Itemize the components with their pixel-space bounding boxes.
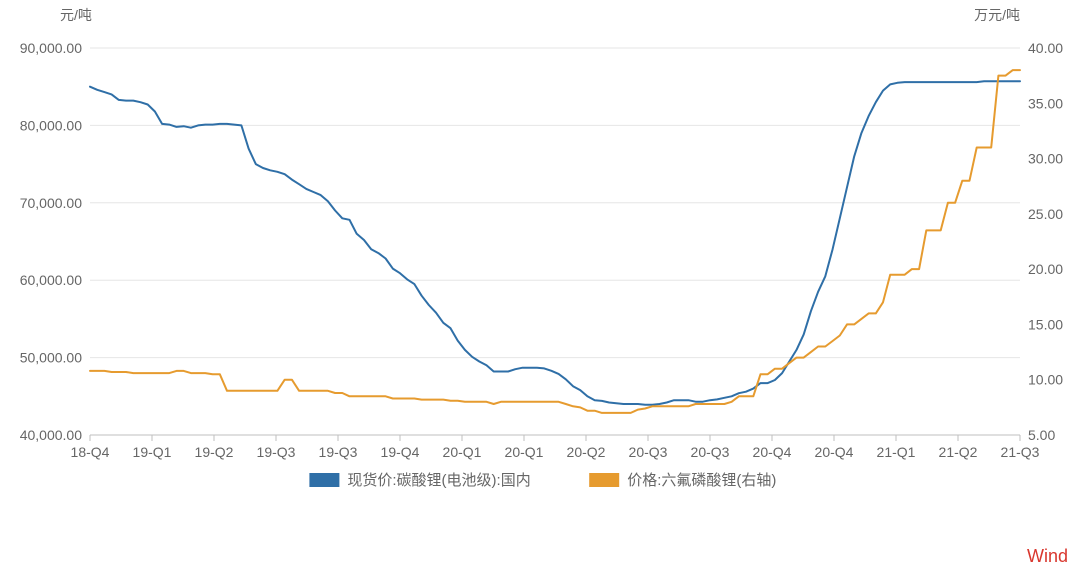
legend-label: 现货价:碳酸锂(电池级):国内 <box>347 472 530 489</box>
y-right-tick-label: 15.00 <box>1028 316 1063 332</box>
x-tick-label: 19-Q3 <box>319 444 358 460</box>
x-tick-label: 19-Q1 <box>133 444 172 460</box>
lithium-price-chart: 元/吨 万元/吨 40,000.00 50,000.00 60,000.00 70,0… <box>0 0 1080 572</box>
y-right-tick-label: 40.00 <box>1028 40 1063 56</box>
y-right-tick-label: 10.00 <box>1028 372 1063 388</box>
y-right-tick-label: 25.00 <box>1028 206 1063 222</box>
y-right-tick-label: 5.00 <box>1028 427 1055 443</box>
x-tick-label: 20-Q3 <box>691 444 730 460</box>
y-right-tick-label: 35.00 <box>1028 95 1063 111</box>
source-label: Wind <box>1027 546 1068 566</box>
y-left-title: 元/吨 <box>60 7 92 23</box>
series-group <box>90 70 1020 413</box>
x-tick-label: 21-Q2 <box>939 444 978 460</box>
x-tick-label: 20-Q2 <box>567 444 606 460</box>
x-tick-label: 20-Q1 <box>443 444 482 460</box>
legend: 现货价:碳酸锂(电池级):国内 价格:六氟磷酸锂(右轴) <box>309 472 776 489</box>
y-left-tick-label: 50,000.00 <box>20 350 82 366</box>
x-tick-label: 18-Q4 <box>71 444 110 460</box>
legend-swatch <box>309 473 339 487</box>
legend-label: 价格:六氟磷酸锂(右轴) <box>627 472 776 489</box>
y-right-tick-label: 30.00 <box>1028 151 1063 167</box>
y-right-ticks: 5.00 10.00 15.00 20.00 25.00 30.00 35.00 40.00 <box>1028 40 1063 443</box>
y-left-ticks: 40,000.00 50,000.00 60,000.00 70,000.00 80,0… <box>20 40 82 443</box>
x-tick-label: 20-Q4 <box>753 444 792 460</box>
x-tick-label: 20-Q1 <box>505 444 544 460</box>
x-tick-label: 21-Q3 <box>1001 444 1040 460</box>
x-tick-label: 19-Q4 <box>381 444 420 460</box>
y-left-tick-label: 60,000.00 <box>20 272 82 288</box>
y-right-title: 万元/吨 <box>974 7 1020 23</box>
legend-swatch <box>589 473 619 487</box>
series-line <box>90 81 1020 405</box>
x-tick-label: 21-Q1 <box>877 444 916 460</box>
y-left-tick-label: 90,000.00 <box>20 40 82 56</box>
y-left-tick-label: 80,000.00 <box>20 117 82 133</box>
x-tick-label: 19-Q2 <box>195 444 234 460</box>
series-line <box>90 70 1020 413</box>
x-tick-label: 19-Q3 <box>257 444 296 460</box>
y-right-tick-label: 20.00 <box>1028 261 1063 277</box>
chart-svg: 元/吨 万元/吨 40,000.00 50,000.00 60,000.00 70,0… <box>0 0 1080 572</box>
y-left-tick-label: 40,000.00 <box>20 427 82 443</box>
x-ticks: 18-Q4 19-Q1 19-Q2 19-Q3 19-Q3 19-Q4 20-Q1 20-Q1… <box>71 435 1040 460</box>
x-tick-label: 20-Q4 <box>815 444 854 460</box>
y-left-tick-label: 70,000.00 <box>20 195 82 211</box>
x-tick-label: 20-Q3 <box>629 444 668 460</box>
